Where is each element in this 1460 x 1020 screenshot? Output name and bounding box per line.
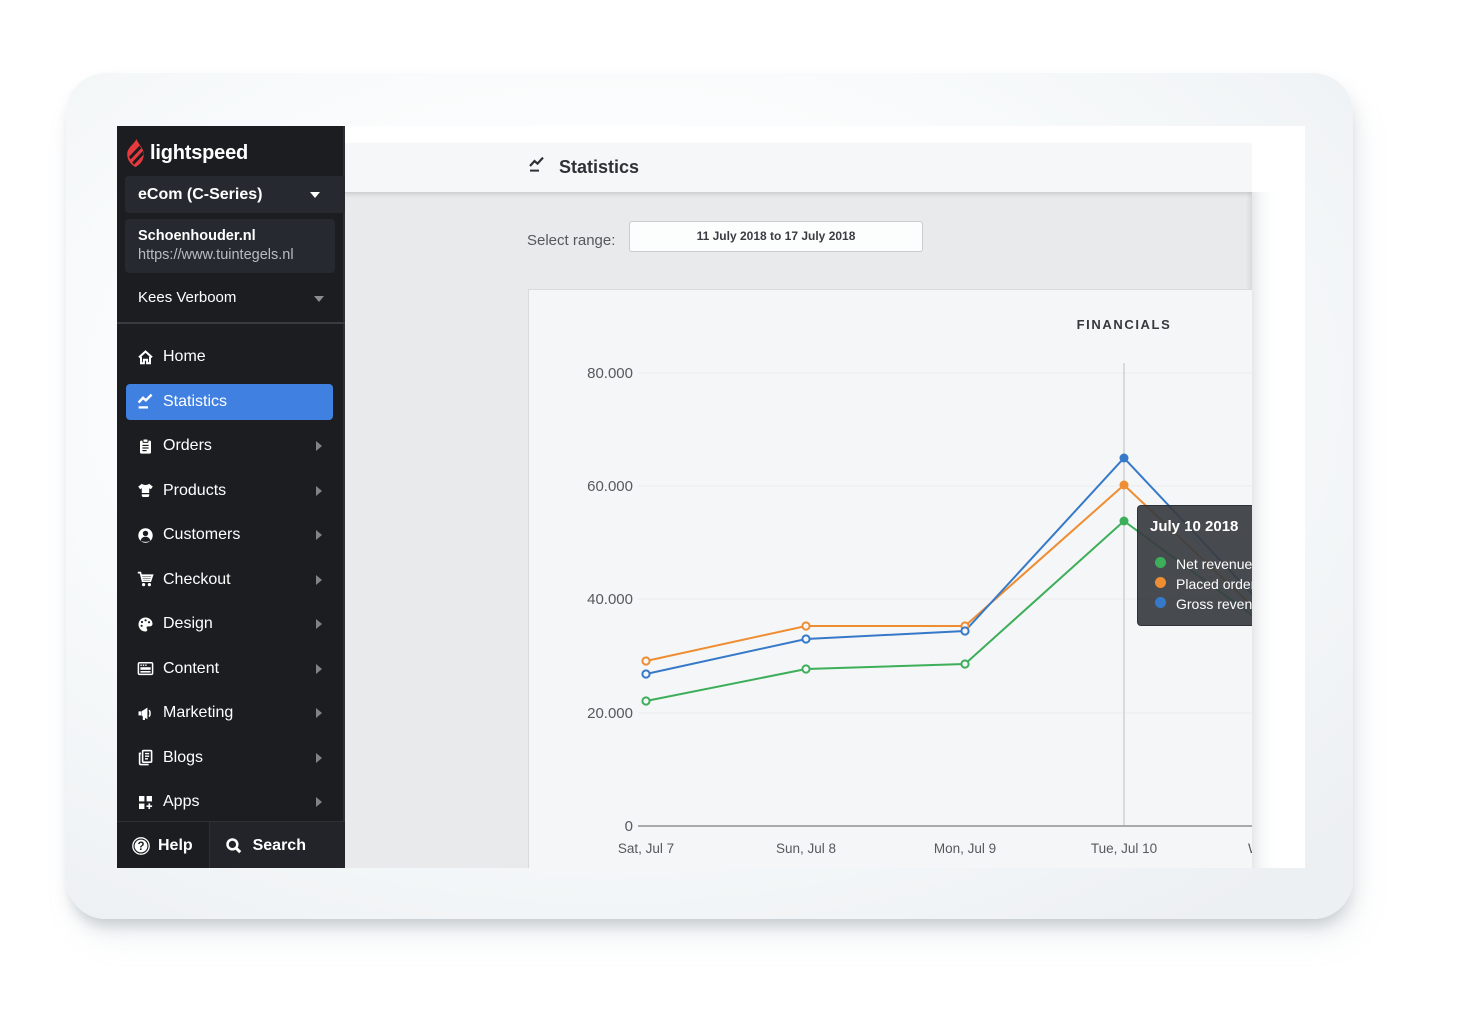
svg-text:Mon, Jul 9: Mon, Jul 9: [934, 841, 996, 856]
svg-text:Wed, Jul 11: Wed, Jul 11: [1248, 841, 1252, 856]
svg-text:Sun, Jul 8: Sun, Jul 8: [776, 841, 836, 856]
svg-text:?: ?: [137, 841, 144, 853]
svg-text:Sat, Jul 7: Sat, Jul 7: [618, 841, 674, 856]
svg-text:0: 0: [625, 818, 633, 835]
svg-text:20.000: 20.000: [587, 705, 633, 722]
svg-text:60.000: 60.000: [587, 478, 633, 495]
svg-text:80.000: 80.000: [587, 365, 633, 382]
svg-text:Tue, Jul 10: Tue, Jul 10: [1091, 841, 1157, 856]
svg-text:40.000: 40.000: [587, 591, 633, 608]
